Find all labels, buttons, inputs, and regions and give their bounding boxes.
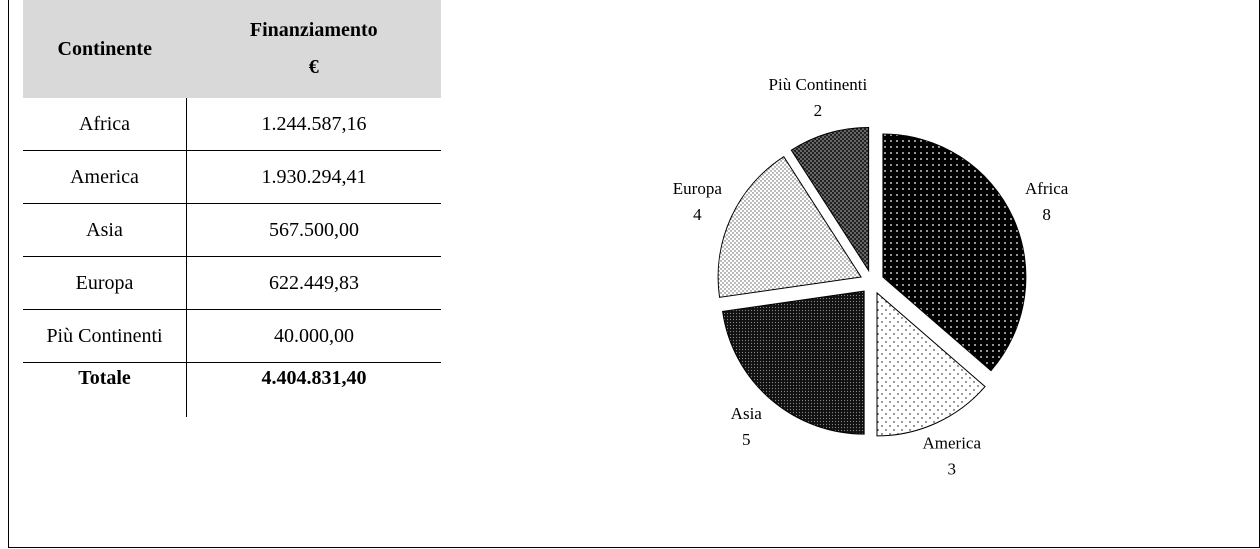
table-row: Asia 567.500,00 [23, 203, 441, 257]
table-cell: 4.404.831,40 [261, 367, 367, 389]
table-cell: 40.000,00 [186, 309, 441, 363]
slice-label: America [922, 434, 981, 453]
pie-slice [876, 291, 986, 437]
slice-value: 3 [948, 460, 957, 479]
page: Continente Finanziamento € Africa 1.244.58… [8, 0, 1260, 548]
pie-slice [882, 133, 1027, 372]
table-row: Più Continenti 40.000,00 [23, 309, 441, 363]
header-unit: € [308, 56, 319, 78]
table-row: America 1.930.294,41 [23, 150, 441, 204]
header-text: Finanziamento [249, 19, 378, 41]
slice-value: 8 [1042, 205, 1051, 224]
slice-value: 2 [814, 101, 823, 120]
table-cell: America [23, 150, 187, 204]
table-cell: Europa [23, 256, 187, 310]
table-cell: 1.930.294,41 [186, 150, 441, 204]
slice-value: 4 [693, 205, 702, 224]
slice-label: Più Continenti [769, 75, 868, 94]
table-row: Africa 1.244.587,16 [23, 98, 441, 151]
header-cell: Continente [23, 0, 187, 98]
header-cell: Finanziamento € [186, 0, 441, 98]
table-cell: 1.244.587,16 [186, 98, 441, 151]
table-cell: 622.449,83 [186, 256, 441, 310]
pie-slice [717, 156, 862, 298]
slice-label: Asia [731, 404, 763, 423]
table-cell: Asia [23, 203, 187, 257]
table-cell: 567.500,00 [186, 203, 441, 257]
slice-label: Europa [673, 179, 723, 198]
table-cell: Africa [23, 98, 187, 151]
table-row: Totale 4.404.831,40 [23, 362, 441, 417]
table-cell: Totale [23, 362, 187, 417]
pie-slice [722, 290, 865, 435]
table-row: Europa 622.449,83 [23, 256, 441, 310]
table-cell: Più Continenti [23, 309, 187, 363]
funding-table: Continente Finanziamento € Africa 1.244.58… [23, 0, 441, 417]
slice-value: 5 [742, 430, 751, 449]
slice-label: Africa [1025, 179, 1069, 198]
pie-slice [790, 126, 870, 273]
